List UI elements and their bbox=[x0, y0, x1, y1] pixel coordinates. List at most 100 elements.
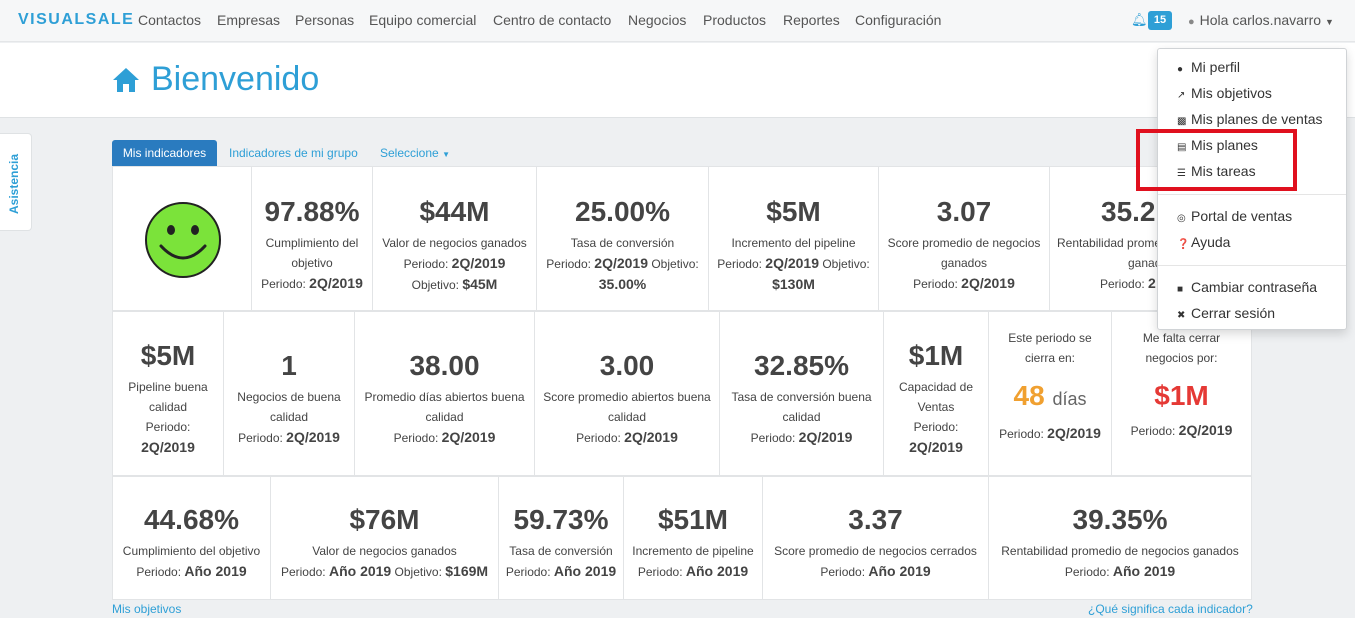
nav-configuracion[interactable]: Configuración bbox=[855, 12, 942, 28]
chevron-down-icon: ▼ bbox=[1325, 17, 1334, 27]
indicator-label: Incremento de pipeline bbox=[632, 544, 754, 558]
nav-equipo-comercial[interactable]: Equipo comercial bbox=[369, 12, 477, 28]
period-countdown-card[interactable]: Este periodo se cierra en: 48 días Perio… bbox=[988, 311, 1112, 476]
indicator-label: Tasa de conversión bbox=[570, 236, 675, 250]
indicator-value: 1 bbox=[281, 350, 297, 381]
app-logo[interactable]: VISUALSALE bbox=[18, 11, 135, 28]
indicator-period: 2Q/2019 bbox=[141, 439, 195, 455]
menu-item-ayuda[interactable]: ❓ Ayuda bbox=[1177, 234, 1231, 250]
indicator-card[interactable]: 59.73% Tasa de conversión Periodo: Año 2… bbox=[498, 476, 624, 600]
home-icon bbox=[113, 68, 139, 92]
indicator-help-link[interactable]: ¿Qué significa cada indicador? bbox=[1088, 602, 1253, 616]
remaining-value: $1M bbox=[1154, 380, 1209, 411]
nav-productos[interactable]: Productos bbox=[703, 12, 767, 28]
indicator-card[interactable]: $5M Pipeline buena calidad Periodo: 2Q/2… bbox=[112, 311, 224, 476]
indicator-label: Negocios de buena bbox=[237, 390, 341, 404]
menu-item-mis-objetivos[interactable]: ↗ Mis objetivos bbox=[1177, 85, 1272, 101]
notification-badge[interactable]: 15 bbox=[1148, 11, 1172, 30]
countdown-value: 48 días bbox=[1013, 380, 1087, 411]
menu-item-mi-perfil[interactable]: ● Mi perfil bbox=[1177, 59, 1241, 75]
countdown-label: cierra en: bbox=[1024, 351, 1076, 365]
menu-item-cerrar-sesion[interactable]: ✖ Cerrar sesión bbox=[1177, 305, 1276, 321]
indicator-period: Periodo: 2Q/2019 bbox=[913, 275, 1015, 291]
user-icon: ● bbox=[1188, 16, 1195, 28]
nav-reportes[interactable]: Reportes bbox=[783, 12, 840, 28]
tab-seleccione[interactable]: Seleccione ▼ bbox=[380, 146, 450, 160]
menu-item-mis-tareas[interactable]: ☰ Mis tareas bbox=[1177, 163, 1256, 179]
indicator-card[interactable]: $1M Capacidad de Ventas Periodo: 2Q/2019 bbox=[883, 311, 989, 476]
indicator-card[interactable]: $76M Valor de negocios ganados Periodo: … bbox=[270, 476, 499, 600]
indicator-label: ganados bbox=[940, 256, 988, 270]
nav-personas[interactable]: Personas bbox=[295, 12, 355, 28]
assistance-tab[interactable]: Asistencia bbox=[0, 133, 32, 231]
indicator-label: Valor de negocios ganados bbox=[382, 236, 527, 250]
indicator-value: $44M bbox=[419, 196, 490, 227]
indicator-card[interactable]: 3.00 Score promedio abiertos buena calid… bbox=[534, 311, 720, 476]
indicator-card[interactable]: 3.07 Score promedio de negocios ganados … bbox=[878, 166, 1050, 311]
indicator-period: Periodo: 2Q/2019 bbox=[403, 255, 506, 271]
menu-item-cambiar-contrasena[interactable]: ■ Cambiar contraseña bbox=[1177, 279, 1318, 295]
indicator-period: Periodo: 2Q/2019 bbox=[576, 429, 678, 445]
indicator-label: Valor de negocios ganados bbox=[312, 544, 457, 558]
user-icon: ● bbox=[1177, 64, 1184, 75]
indicator-objective: 35.00% bbox=[598, 276, 647, 292]
nav-centro-de-contacto[interactable]: Centro de contacto bbox=[493, 12, 612, 28]
line-chart-icon: ↗ bbox=[1177, 90, 1186, 101]
tab-seleccione-label: Seleccione bbox=[380, 146, 439, 160]
tab-indicadores-grupo[interactable]: Indicadores de mi grupo bbox=[229, 146, 358, 160]
bell-icon[interactable]: 🔔︎ bbox=[1131, 12, 1148, 27]
indicator-period: Periodo: Año 2019 bbox=[820, 563, 931, 579]
mis-objetivos-link[interactable]: Mis objetivos bbox=[112, 602, 182, 616]
menu-item-mis-planes[interactable]: ▤ Mis planes bbox=[1177, 137, 1258, 153]
indicator-period: Periodo: 2 bbox=[1100, 275, 1156, 291]
indicator-period: Periodo: 2Q/2019 bbox=[261, 275, 363, 291]
indicator-card[interactable]: $44M Valor de negocios ganados Periodo: … bbox=[372, 166, 537, 311]
indicator-value: $5M bbox=[140, 340, 196, 371]
caret-down-icon: ▼ bbox=[442, 150, 450, 159]
indicator-period: Periodo: Año 2019 Objetivo: $169M bbox=[280, 563, 489, 579]
indicator-value: 3.07 bbox=[936, 196, 992, 227]
indicator-period: Periodo: Año 2019 bbox=[637, 563, 749, 579]
indicator-label: Periodo: bbox=[913, 420, 959, 434]
indicator-label: Promedio días abiertos buena bbox=[364, 390, 525, 404]
menu-item-mis-planes-de-ventas[interactable]: ▩ Mis planes de ventas bbox=[1177, 111, 1323, 127]
user-greeting: Hola carlos.navarro bbox=[1199, 12, 1322, 28]
indicator-label: Score promedio de negocios cerrados bbox=[774, 544, 977, 558]
page-title: Bienvenido bbox=[151, 60, 320, 98]
top-navbar: VISUALSALE Contactos Empresas Personas E… bbox=[0, 0, 1355, 42]
indicator-period: Periodo: 2Q/2019 bbox=[238, 429, 340, 445]
nav-contactos[interactable]: Contactos bbox=[138, 12, 202, 28]
indicator-card[interactable]: $5M Incremento del pipeline Periodo: 2Q/… bbox=[708, 166, 879, 311]
indicator-card[interactable]: 3.37 Score promedio de negocios cerrados… bbox=[762, 476, 989, 600]
indicator-card[interactable]: 44.68% Cumplimiento del objetivo Periodo… bbox=[112, 476, 271, 600]
remaining-sales-card[interactable]: Me falta cerrar negocios por: $1M Period… bbox=[1111, 311, 1252, 476]
indicator-card[interactable]: 25.00% Tasa de conversión Periodo: 2Q/20… bbox=[536, 166, 709, 311]
indicator-card[interactable]: 1 Negocios de buena calidad Periodo: 2Q/… bbox=[223, 311, 355, 476]
countdown-label: Este periodo se bbox=[1008, 331, 1092, 345]
indicator-label: Periodo: bbox=[145, 420, 191, 434]
indicator-label: objetivo bbox=[291, 256, 333, 270]
indicator-card[interactable]: 38.00 Promedio días abiertos buena calid… bbox=[354, 311, 535, 476]
smiley-icon bbox=[145, 202, 221, 278]
remaining-label: Me falta cerrar bbox=[1142, 331, 1221, 345]
indicator-value: 3.00 bbox=[599, 350, 655, 381]
user-menu-toggle[interactable]: ● Hola carlos.navarro ▼ bbox=[1188, 12, 1334, 28]
indicator-card[interactable]: 39.35% Rentabilidad promedio de negocios… bbox=[988, 476, 1252, 600]
indicator-label: Cumplimiento del objetivo bbox=[122, 544, 261, 558]
indicator-value: 3.37 bbox=[848, 504, 903, 535]
nav-empresas[interactable]: Empresas bbox=[217, 12, 281, 28]
indicator-label: Rentabilidad promedio de negocios ganado… bbox=[1001, 544, 1239, 558]
indicator-label: Incremento del pipeline bbox=[731, 236, 856, 250]
indicator-label: Capacidad de bbox=[898, 380, 974, 394]
indicator-card[interactable]: 97.88% Cumplimiento del objetivo Periodo… bbox=[251, 166, 373, 311]
menu-item-portal-de-ventas[interactable]: ◎ Portal de ventas bbox=[1177, 208, 1293, 224]
indicator-card[interactable]: 32.85% Tasa de conversión buena calidad … bbox=[719, 311, 884, 476]
nav-negocios[interactable]: Negocios bbox=[628, 12, 687, 28]
tab-mis-indicadores[interactable]: Mis indicadores bbox=[112, 140, 217, 166]
highlight-annotation-box bbox=[1136, 129, 1297, 191]
indicator-objective: Objetivo: $45M bbox=[411, 276, 498, 292]
indicator-label: Tasa de conversión bbox=[509, 544, 613, 558]
indicator-period: Periodo: 2Q/2019 bbox=[750, 429, 853, 445]
indicator-card[interactable]: $51M Incremento de pipeline Periodo: Año… bbox=[623, 476, 763, 600]
bar-chart-icon: ▩ bbox=[1177, 116, 1187, 127]
